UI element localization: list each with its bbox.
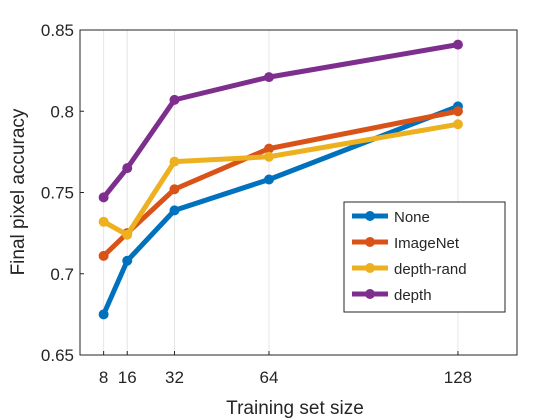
data-point <box>98 309 109 320</box>
legend-swatch-marker <box>365 211 375 221</box>
data-point <box>263 151 274 162</box>
data-point <box>169 156 180 167</box>
y-tick-label: 0.8 <box>50 102 74 121</box>
legend-swatch-marker <box>365 237 375 247</box>
data-point <box>452 119 463 130</box>
x-tick-label: 16 <box>118 368 137 387</box>
legend-swatch-marker <box>365 289 375 299</box>
data-point <box>169 205 180 216</box>
data-point <box>263 72 274 83</box>
series-depth <box>98 39 463 203</box>
x-tick-label: 128 <box>444 368 472 387</box>
data-point <box>169 184 180 195</box>
data-point <box>98 250 109 261</box>
x-tick-label: 32 <box>165 368 184 387</box>
legend-item: depth <box>352 287 432 304</box>
y-tick-label: 0.65 <box>41 346 74 365</box>
data-point <box>263 174 274 185</box>
data-point <box>122 229 133 240</box>
legend-item: ImageNet <box>352 235 460 252</box>
data-point <box>98 216 109 227</box>
data-point <box>122 163 133 174</box>
series-layer <box>98 39 463 320</box>
x-axis-ticks: 8 16 32 64 128 <box>99 351 472 387</box>
series-none <box>98 101 463 320</box>
y-tick-label: 0.75 <box>41 184 74 203</box>
legend-swatch-marker <box>365 263 375 273</box>
legend-label: None <box>394 209 430 226</box>
legend-label: depth-rand <box>394 261 467 278</box>
data-point <box>169 94 180 105</box>
data-point <box>263 143 274 154</box>
data-point <box>122 255 133 266</box>
legend-item: None <box>352 209 430 226</box>
data-point <box>98 192 109 203</box>
y-axis-ticks: 0.65 0.7 0.75 0.8 0.85 <box>41 21 84 365</box>
series-depth-rand <box>98 119 463 240</box>
data-point <box>452 106 463 117</box>
y-tick-label: 0.7 <box>50 265 74 284</box>
legend: None ImageNet depth-rand depth <box>343 201 506 313</box>
x-axis-label: Training set size <box>226 398 364 419</box>
x-tick-label: 8 <box>99 368 108 387</box>
y-tick-label: 0.85 <box>41 21 74 40</box>
y-axis-label: Final pixel accuracy <box>8 108 29 275</box>
legend-label: depth <box>394 287 432 304</box>
legend-label: ImageNet <box>394 235 460 252</box>
x-tick-label: 64 <box>260 368 279 387</box>
data-point <box>452 39 463 50</box>
legend-item: depth-rand <box>352 261 467 278</box>
